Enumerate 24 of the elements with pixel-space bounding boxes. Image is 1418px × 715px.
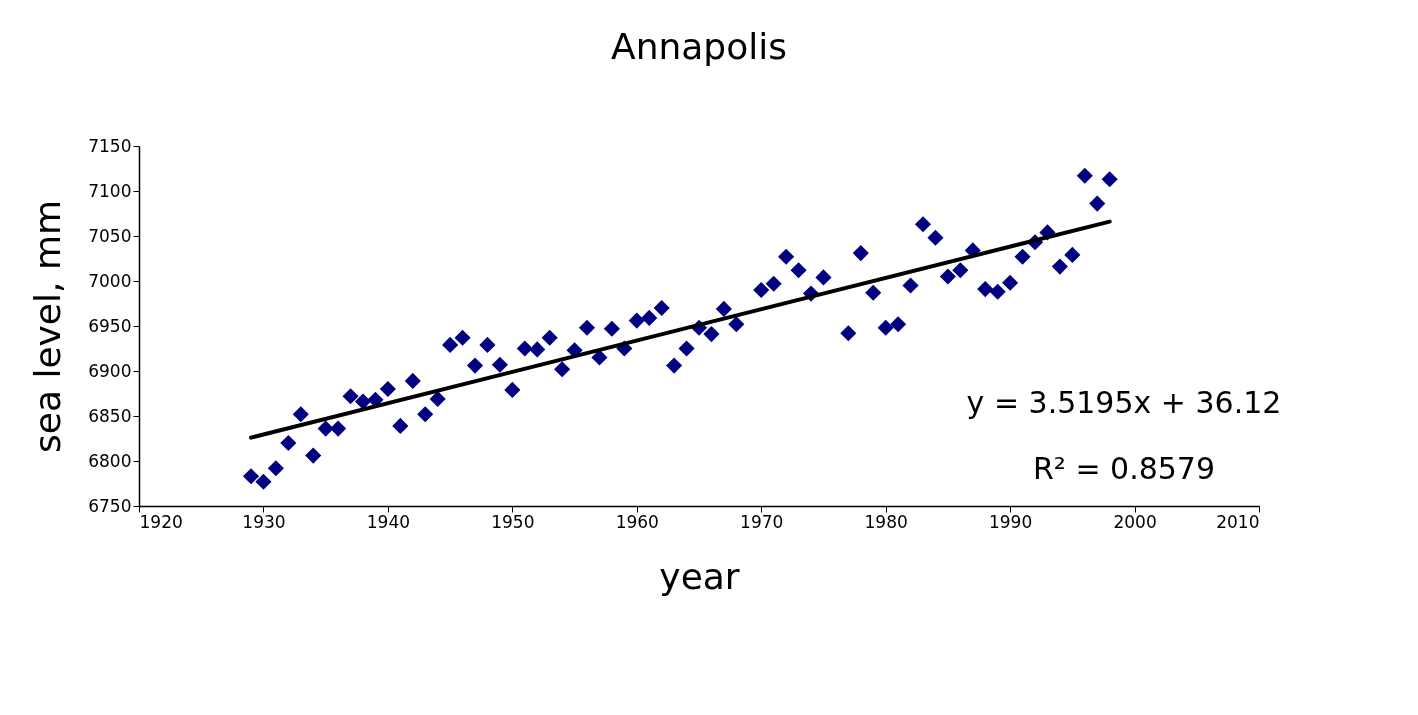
x-tick-label: 1970 xyxy=(740,511,784,532)
y-tick-label: 6800 xyxy=(88,450,132,471)
x-tick-label: 1940 xyxy=(366,511,411,532)
y-tick-label: 7050 xyxy=(88,225,132,246)
x-tick-label: 1930 xyxy=(242,511,286,532)
x-tick-label: 1990 xyxy=(988,511,1033,532)
annotation: y = 3.5195x + 36.12 xyxy=(966,385,1282,420)
x-tick-label: 1960 xyxy=(615,511,659,532)
x-tick-label: 1950 xyxy=(491,511,535,532)
y-axis-title: sea level, mm xyxy=(27,199,69,454)
y-tick-label: 6850 xyxy=(88,405,132,426)
y-tick-label: 7150 xyxy=(88,135,132,156)
y-tick-label: 7100 xyxy=(88,180,132,201)
y-tick-label: 6900 xyxy=(88,360,132,381)
y-tick-label: 6750 xyxy=(88,495,132,516)
x-tick-label: 2000 xyxy=(1113,511,1157,532)
x-tick-label: 1920 xyxy=(139,511,183,532)
y-tick-label: 6950 xyxy=(88,315,132,336)
x-tick-label: 2010 xyxy=(1216,511,1260,532)
annotation: R² = 0.8579 xyxy=(1032,451,1216,486)
x-tick-label: 1980 xyxy=(864,511,908,532)
chart-title: Annapolis xyxy=(611,26,787,67)
x-axis-title: year xyxy=(659,555,740,597)
y-tick-label: 7000 xyxy=(88,270,132,291)
